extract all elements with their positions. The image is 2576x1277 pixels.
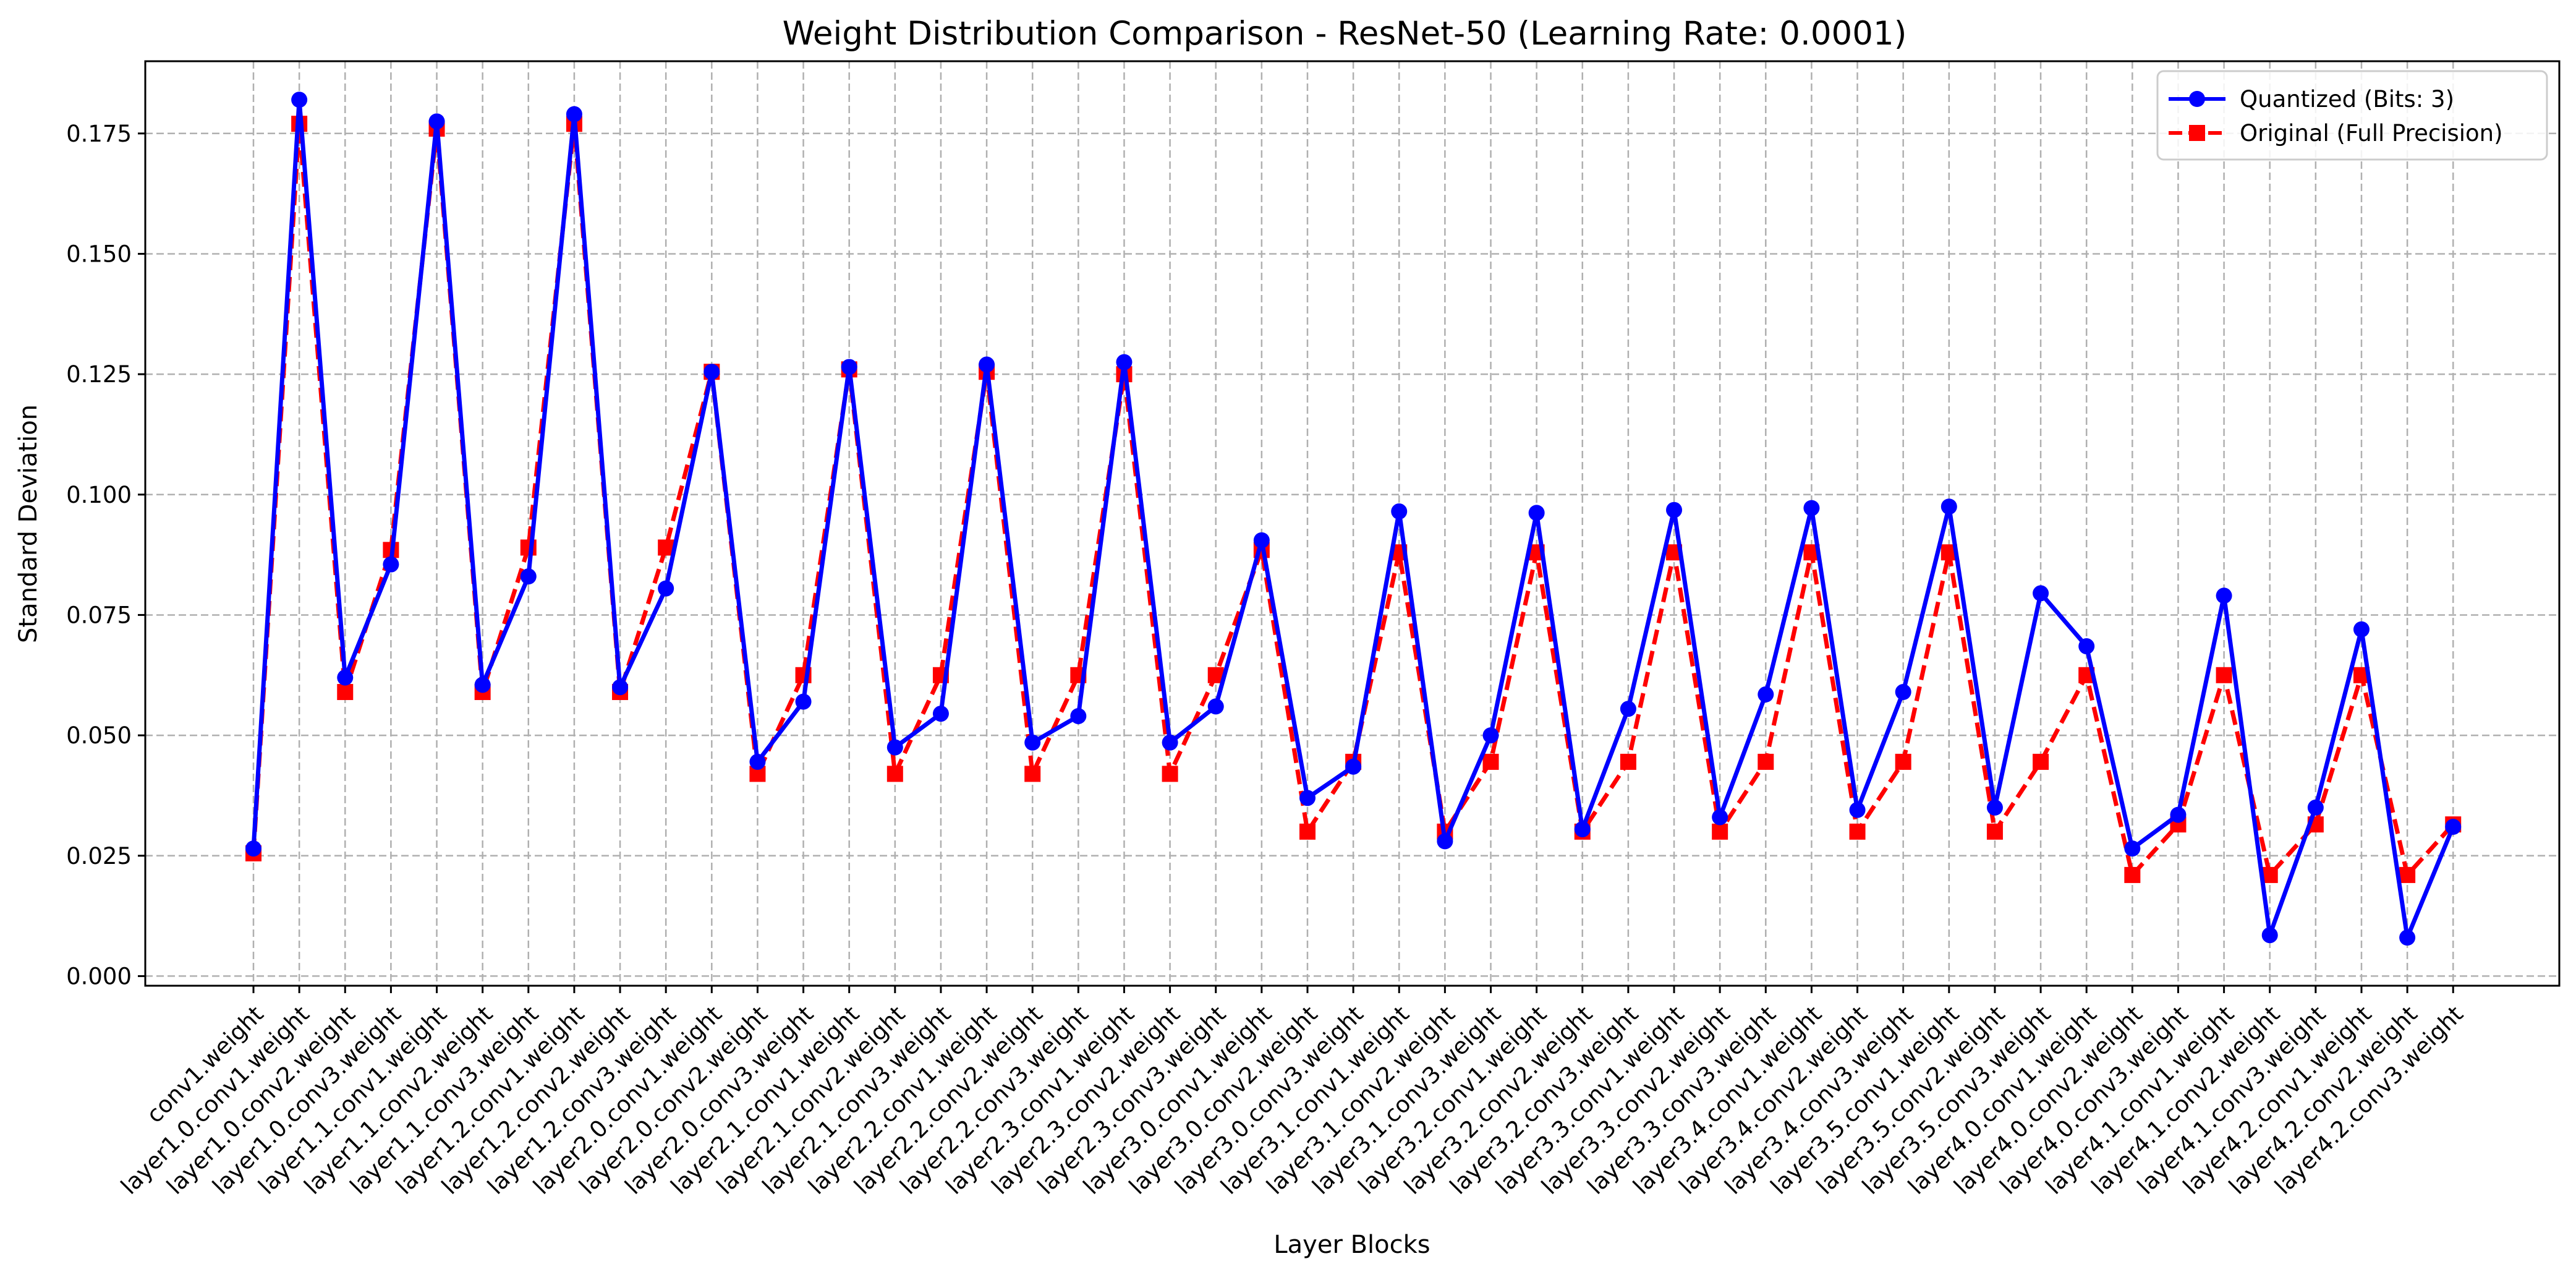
data-point-original xyxy=(1482,753,1499,770)
data-point-quantized xyxy=(245,840,261,857)
data-point-quantized xyxy=(612,679,629,696)
data-point-quantized xyxy=(1437,833,1453,850)
data-point-quantized xyxy=(1758,686,1774,703)
data-point-quantized xyxy=(979,356,995,373)
data-point-quantized xyxy=(841,359,857,375)
data-point-quantized xyxy=(2124,840,2141,857)
data-point-original xyxy=(520,539,537,556)
data-point-original xyxy=(2033,753,2049,770)
data-point-original xyxy=(337,684,354,701)
data-point-original xyxy=(2124,866,2141,883)
data-point-original xyxy=(1024,766,1041,782)
data-point-quantized xyxy=(428,113,445,130)
data-point-quantized xyxy=(1574,821,1591,837)
data-point-quantized xyxy=(1070,707,1087,724)
data-point-quantized xyxy=(337,669,354,686)
data-point-quantized xyxy=(932,706,949,722)
series-layer xyxy=(245,92,2462,946)
series-quantized xyxy=(245,92,2462,946)
data-point-quantized xyxy=(1253,532,1270,549)
data-point-quantized xyxy=(2353,621,2370,638)
data-point-original xyxy=(1162,766,1178,782)
plot-area-frame xyxy=(144,60,2561,987)
data-point-quantized xyxy=(1024,734,1041,751)
data-point-quantized xyxy=(2399,929,2416,946)
x-axis-label: Layer Blocks xyxy=(1273,1231,1430,1259)
data-point-quantized xyxy=(704,364,720,380)
y-tick-label: 0.175 xyxy=(66,121,132,147)
data-point-quantized xyxy=(2445,819,2462,835)
y-tick-label: 0.075 xyxy=(66,602,132,628)
data-point-original xyxy=(2216,667,2232,683)
data-point-quantized xyxy=(1666,502,1683,518)
x-axis-ticks: conv1.weightlayer1.0.conv1.weightlayer1.… xyxy=(116,986,2468,1200)
y-axis-ticks: 0.000 0.025 0.050 0.075 0.100 0.125 0.150 0.175 xyxy=(66,121,145,989)
data-point-quantized xyxy=(520,568,537,585)
y-tick-label: 0.150 xyxy=(66,241,132,267)
data-point-quantized xyxy=(1803,500,1820,516)
data-point-quantized xyxy=(566,106,582,122)
legend: Quantized (Bits: 3) Original (Full Preci… xyxy=(2156,70,2548,161)
data-point-original xyxy=(1620,753,1636,770)
data-point-quantized xyxy=(383,556,399,573)
y-axis-label: Standard Deviation xyxy=(14,404,43,643)
data-point-quantized xyxy=(2216,587,2232,604)
y-tick-label: 0.000 xyxy=(66,963,132,989)
data-point-quantized xyxy=(1345,758,1362,775)
data-point-original xyxy=(2399,866,2416,883)
legend-marker-quantized xyxy=(2189,91,2205,107)
data-point-original xyxy=(1895,753,1911,770)
legend-box xyxy=(2156,70,2548,161)
data-point-quantized xyxy=(2307,799,2324,816)
y-tick-label: 0.100 xyxy=(66,482,132,508)
data-point-quantized xyxy=(795,693,812,710)
chart-title: Weight Distribution Comparison - ResNet-… xyxy=(783,15,1907,53)
data-point-quantized xyxy=(474,677,491,693)
data-point-quantized xyxy=(1116,354,1133,370)
data-point-quantized xyxy=(1207,698,1224,715)
data-point-original xyxy=(886,766,903,782)
data-point-quantized xyxy=(1895,684,1911,701)
data-point-quantized xyxy=(1712,809,1728,826)
data-point-original xyxy=(1712,823,1728,840)
data-point-quantized xyxy=(749,753,766,770)
data-point-quantized xyxy=(1941,498,1957,515)
data-point-quantized xyxy=(1162,734,1178,751)
data-point-quantized xyxy=(886,739,903,756)
data-point-quantized xyxy=(1391,503,1408,520)
data-point-quantized xyxy=(1482,727,1499,744)
data-point-quantized xyxy=(1849,801,1866,818)
legend-entry-quantized: Quantized (Bits: 3) xyxy=(2169,86,2454,113)
data-point-quantized xyxy=(2261,927,2278,944)
data-point-quantized xyxy=(1299,790,1316,806)
legend-marker-original xyxy=(2189,125,2205,141)
data-point-quantized xyxy=(2033,585,2049,602)
data-point-quantized xyxy=(658,580,674,597)
data-point-quantized xyxy=(2170,806,2187,823)
legend-label-original: Original (Full Precision) xyxy=(2240,120,2503,147)
data-point-quantized xyxy=(291,92,308,108)
data-point-original xyxy=(1986,823,2003,840)
legend-entry-original: Original (Full Precision) xyxy=(2169,120,2503,147)
data-point-original xyxy=(1299,823,1316,840)
data-point-quantized xyxy=(1620,701,1636,717)
data-point-original xyxy=(1849,823,1866,840)
y-tick-label: 0.050 xyxy=(66,722,132,749)
data-point-quantized xyxy=(1528,505,1545,521)
y-tick-label: 0.125 xyxy=(66,361,132,388)
data-point-quantized xyxy=(2078,638,2095,655)
y-tick-label: 0.025 xyxy=(66,843,132,869)
data-point-quantized xyxy=(1986,799,2003,816)
legend-label-quantized: Quantized (Bits: 3) xyxy=(2240,86,2454,113)
data-point-original xyxy=(1758,753,1774,770)
